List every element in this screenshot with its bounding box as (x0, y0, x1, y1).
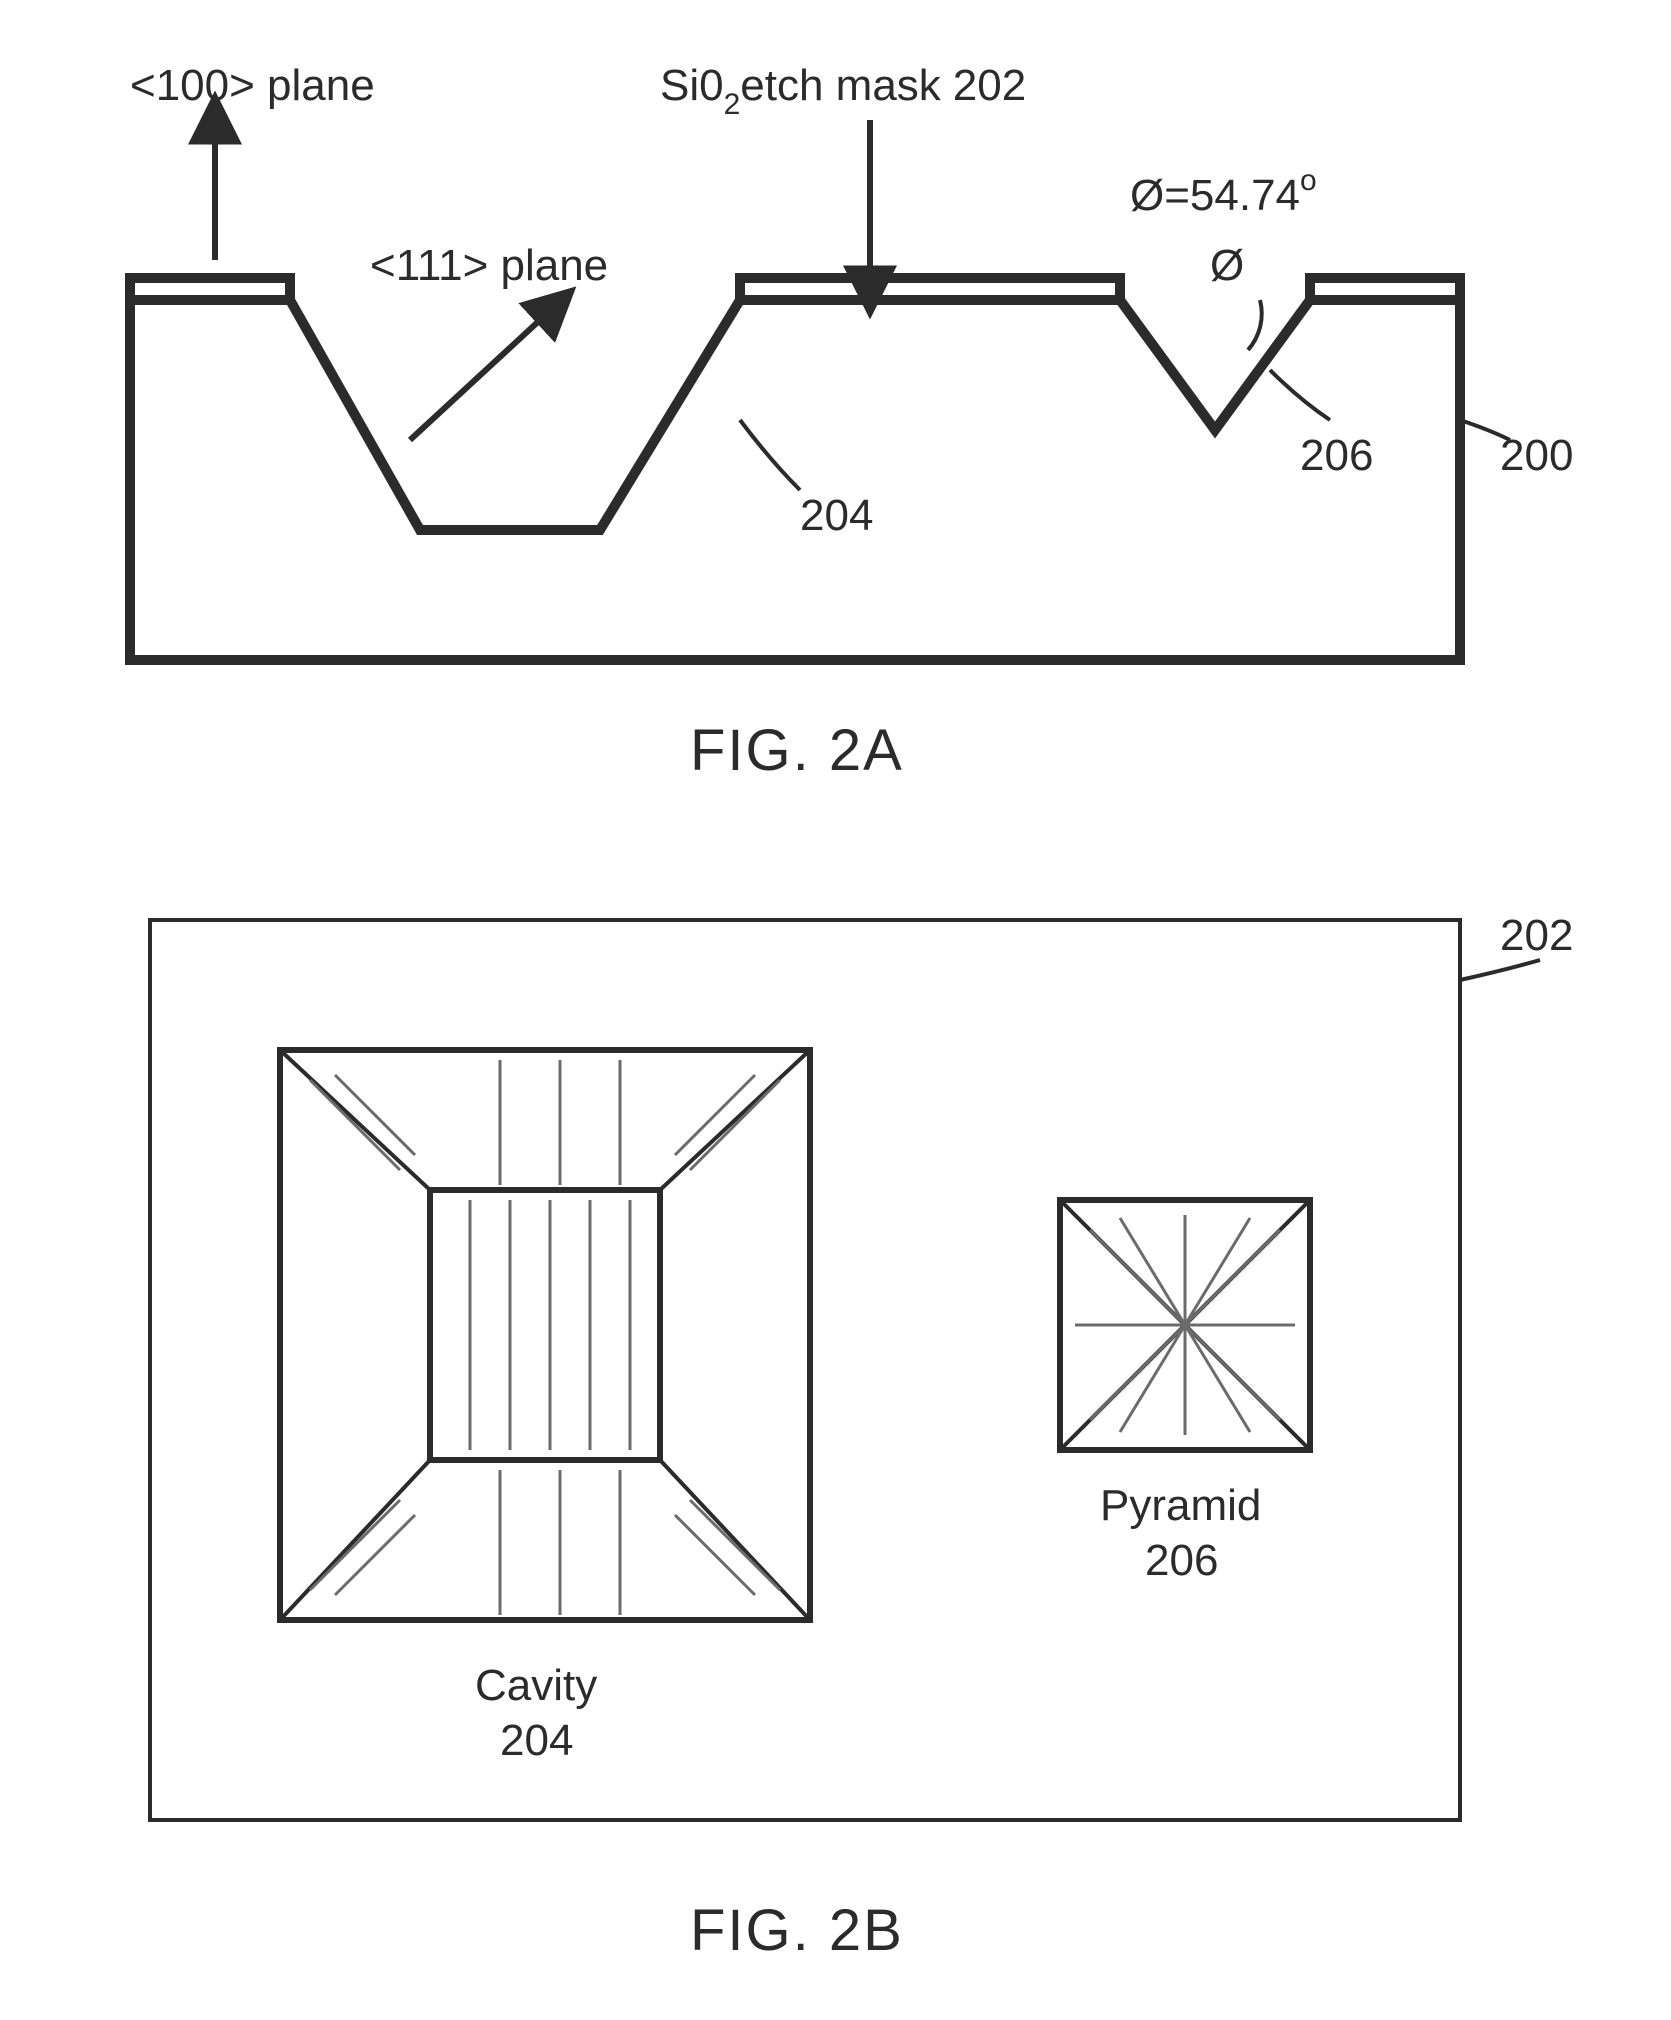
label-111-plane: <111> plane (370, 241, 608, 290)
label-mask: Si02etch mask202 (660, 61, 1026, 121)
substrate-outline (130, 300, 1460, 660)
ref-pyramid: 206 (1145, 1536, 1218, 1585)
mask-strip-3 (1310, 278, 1460, 300)
angle-symbol: Ø (1210, 241, 1244, 290)
ref-202-b: 202 (1500, 911, 1573, 960)
leader-204 (740, 420, 800, 490)
mask-strip-2 (740, 278, 1120, 300)
caption-fig-2a: FIG. 2A (690, 718, 904, 780)
ref-206: 206 (1300, 431, 1373, 480)
pyramid-topview (1060, 1200, 1310, 1450)
leader-202 (1460, 960, 1540, 980)
label-100-plane: <100> plane (130, 61, 375, 110)
ref-204: 204 (800, 491, 873, 540)
leader-206 (1270, 370, 1330, 420)
label-cavity: Cavity (475, 1661, 597, 1710)
label-angle: Ø=54.74o (1130, 164, 1317, 220)
angle-arc (1248, 300, 1262, 350)
ref-200: 200 (1500, 431, 1573, 480)
ref-cavity: 204 (500, 1716, 573, 1765)
arrow-111 (410, 320, 540, 440)
mask-strip-1 (130, 278, 290, 300)
cavity-topview (280, 1050, 810, 1620)
label-pyramid: Pyramid (1100, 1481, 1261, 1530)
fig-2b: 202 Cavity 204 (0, 780, 1671, 2020)
caption-fig-2b: FIG. 2B (690, 1898, 904, 1963)
fig-2a: <100> plane Si02etch mask202 Ø=54.74o <1… (0, 0, 1671, 780)
